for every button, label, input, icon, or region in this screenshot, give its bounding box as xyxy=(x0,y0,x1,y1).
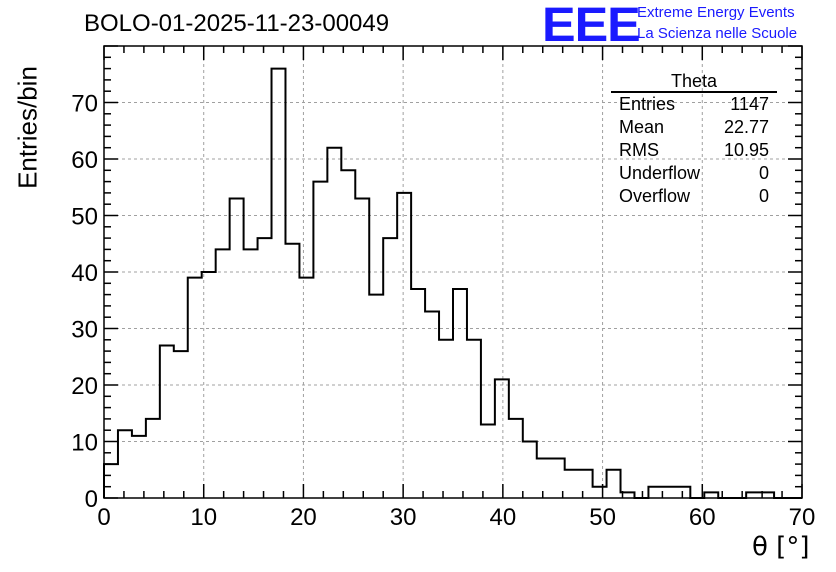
x-tick-label: 0 xyxy=(97,504,110,531)
x-tick-label: 20 xyxy=(290,504,317,531)
y-tick-label: 0 xyxy=(85,486,98,513)
stats-value: 22.77 xyxy=(723,117,769,137)
chart-title: BOLO-01-2025-11-23-00049 xyxy=(84,10,390,37)
x-tick-label: 70 xyxy=(789,504,816,531)
stats-label: Mean xyxy=(619,117,665,137)
x-tick-label: 10 xyxy=(190,504,217,531)
stats-row-rms: RMS 10.95 xyxy=(611,139,777,162)
stats-title: Theta xyxy=(611,71,777,93)
y-tick-label: 40 xyxy=(71,260,98,287)
y-tick-label: 20 xyxy=(71,373,98,400)
stats-box: Theta Entries 1147 Mean 22.77 RMS 10.95 … xyxy=(611,71,777,208)
stats-row-underflow: Underflow 0 xyxy=(611,162,777,185)
stats-row-mean: Mean 22.77 xyxy=(611,116,777,139)
y-tick-label: 70 xyxy=(71,91,98,118)
y-tick-label: 60 xyxy=(71,147,98,174)
y-tick-label: 50 xyxy=(71,204,98,231)
eee-logo: EEE xyxy=(542,0,641,52)
stats-row-overflow: Overflow 0 xyxy=(611,185,777,208)
y-tick-label: 10 xyxy=(71,430,98,457)
stats-value: 0 xyxy=(758,163,769,183)
histogram-outline xyxy=(103,67,802,499)
y-axis-label: Entries/bin xyxy=(12,66,43,189)
logo-line-2: La Scienza nelle Scuole xyxy=(637,25,798,42)
stats-value: 1147 xyxy=(730,94,769,114)
x-tick-label: 50 xyxy=(589,504,616,531)
stats-label: Underflow xyxy=(619,163,701,183)
stats-value: 0 xyxy=(758,186,769,206)
stats-label: Entries xyxy=(619,94,676,114)
x-axis-label: θ [°] xyxy=(752,532,810,562)
stats-value: 10.95 xyxy=(723,140,769,160)
y-tick-label: 30 xyxy=(71,317,98,344)
stats-label: RMS xyxy=(619,140,659,160)
x-tick-label: 30 xyxy=(390,504,417,531)
logo-line-1: Extreme Energy Events xyxy=(637,4,795,21)
x-tick-labels: 0 10 20 30 40 50 60 70 xyxy=(97,504,815,531)
x-tick-label: 60 xyxy=(689,504,716,531)
y-tick-labels: 0 10 20 30 40 50 60 70 xyxy=(71,91,98,514)
stats-label: Overflow xyxy=(619,186,691,206)
axis-ticks xyxy=(103,45,803,499)
stats-row-entries: Entries 1147 xyxy=(611,93,777,116)
x-tick-label: 40 xyxy=(490,504,517,531)
